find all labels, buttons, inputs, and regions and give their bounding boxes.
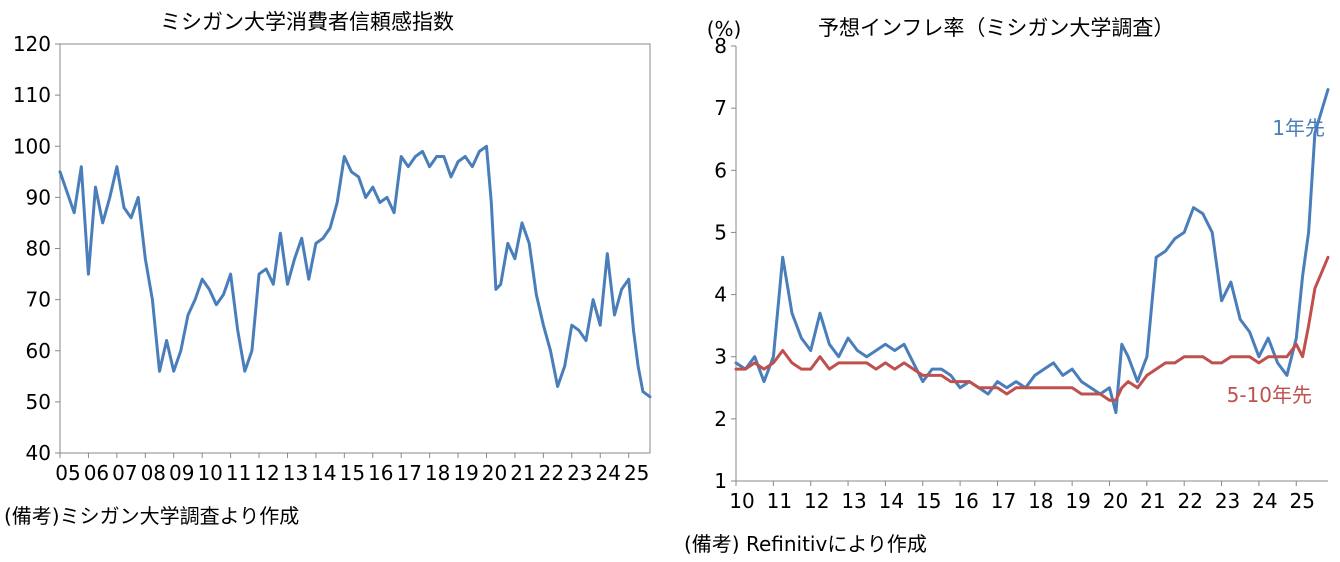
x-tick-label: 12: [254, 461, 279, 485]
x-tick-label: 15: [340, 461, 365, 485]
x-tick-label: 24: [1252, 489, 1277, 513]
y-tick-label: 4: [714, 283, 727, 307]
x-tick-label: 10: [197, 461, 222, 485]
y-tick-label: 6: [714, 158, 727, 182]
x-tick-label: 10: [729, 489, 754, 513]
x-tick-label: 16: [368, 461, 393, 485]
x-tick-label: 12: [804, 489, 829, 513]
series-label-2: 5-10年先: [1227, 383, 1312, 407]
x-tick-label: 20: [482, 461, 507, 485]
y-tick-label: 50: [26, 390, 51, 414]
x-tick-label: 05: [55, 461, 80, 485]
y-tick-label: 60: [26, 339, 51, 363]
x-tick-label: 21: [510, 461, 535, 485]
y-tick-label: 90: [26, 185, 51, 209]
x-tick-label: 24: [596, 461, 621, 485]
x-tick-label: 19: [1065, 489, 1090, 513]
x-tick-label: 18: [1028, 489, 1053, 513]
y-tick-label: 8: [714, 34, 727, 58]
y-tick-label: 3: [714, 345, 727, 369]
x-tick-label: 11: [226, 461, 251, 485]
inflation-expectations-chart-panel: 予想インフレ率（ミシガン大学調査） 1 2 3 4 5 6 7 8 10 11 12 13 14 15 16…: [670, 0, 1340, 562]
x-tick-label: 08: [141, 461, 166, 485]
y-tick-label: 5: [714, 220, 727, 244]
x-tick-label: 21: [1140, 489, 1165, 513]
x-tick-label: 11: [767, 489, 792, 513]
source-note: (備考) Refinitivにより作成: [684, 532, 927, 556]
x-tick-label: 19: [453, 461, 478, 485]
source-note: (備考)ミシガン大学調査より作成: [4, 504, 300, 528]
y-tick-label: 120: [13, 32, 51, 56]
x-tick-label: 25: [1290, 489, 1315, 513]
chart-title: 予想インフレ率（ミシガン大学調査）: [818, 16, 1175, 40]
y-tick-label: 80: [26, 237, 51, 261]
x-tick-label: 16: [953, 489, 978, 513]
series-label-1: 1年先: [1272, 116, 1325, 140]
series-line-1: [734, 88, 1330, 415]
x-tick-label: 06: [84, 461, 109, 485]
y-tick-label: 7: [714, 96, 727, 120]
x-tick-label: 25: [624, 461, 649, 485]
x-tick-label: 14: [311, 461, 336, 485]
x-tick-label: 09: [169, 461, 194, 485]
x-tick-label: 23: [1215, 489, 1240, 513]
y-tick-label: 70: [26, 288, 51, 312]
x-tick-label: 07: [112, 461, 137, 485]
x-tick-label: 14: [879, 489, 904, 513]
series-line-1: [58, 144, 652, 399]
y-tick-label: 2: [714, 407, 727, 431]
series-line-2: [734, 255, 1330, 402]
y-tick-label: 40: [26, 441, 51, 465]
chart-title: ミシガン大学消費者信頼感指数: [160, 10, 454, 34]
x-tick-label: 18: [425, 461, 450, 485]
plot-area-frame: [59, 43, 651, 454]
x-tick-label: 17: [991, 489, 1016, 513]
y-tick-label: 100: [13, 134, 51, 158]
x-tick-label: 22: [539, 461, 564, 485]
consumer-sentiment-chart-panel: ミシガン大学消費者信頼感指数 40 50 60 70 80 90 100 110 120 05 06…: [0, 0, 660, 562]
x-tick-label: 13: [841, 489, 866, 513]
y-tick-label: 110: [13, 83, 51, 107]
x-tick-label: 20: [1103, 489, 1128, 513]
y-axis-unit-label: (%): [707, 17, 742, 41]
x-tick-label: 22: [1177, 489, 1202, 513]
y-tick-label: 1: [714, 469, 727, 493]
x-tick-label: 17: [396, 461, 421, 485]
x-tick-label: 15: [916, 489, 941, 513]
x-tick-label: 23: [567, 461, 592, 485]
x-tick-label: 13: [283, 461, 308, 485]
